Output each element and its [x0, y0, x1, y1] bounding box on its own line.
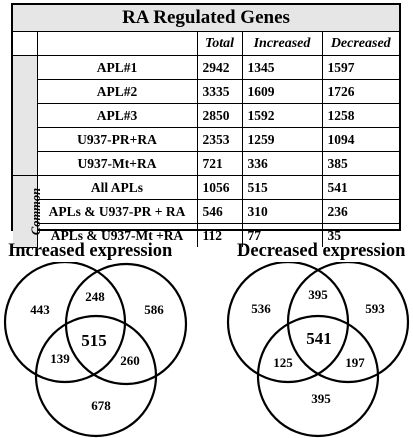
- cell-total: 112: [196, 223, 243, 247]
- cell-total: 3335: [196, 79, 243, 104]
- cell-total: 2353: [196, 127, 243, 152]
- row-label: APL#2: [37, 79, 198, 104]
- common-group-cell: Common: [13, 175, 43, 248]
- cell-total: 1056: [196, 175, 243, 200]
- cell-increased: 336: [241, 151, 323, 176]
- cell-decreased: 35: [321, 223, 399, 247]
- venn-top-overlap: 395: [308, 287, 328, 302]
- cell-decreased: 236: [321, 199, 399, 224]
- cell-increased: 1609: [241, 79, 323, 104]
- table-row: APLs & U937-PR + RA 546 310 236: [13, 199, 399, 224]
- table-row: APL#2 3335 1609 1726: [13, 79, 399, 104]
- header-corner: [13, 32, 38, 56]
- cell-decreased: 1597: [321, 55, 399, 80]
- venn-increased-diagram: 443 248 586 515 139 260 678: [3, 262, 188, 438]
- row-label: U937-PR+RA: [37, 127, 198, 152]
- table-row: U937-PR+RA 2353 1259 1094: [13, 127, 399, 152]
- cell-increased: 1592: [241, 103, 323, 128]
- genes-table-grid: Total Increased Decreased APL#1 2942 134…: [13, 32, 399, 248]
- cell-increased: 310: [241, 199, 323, 224]
- row-label: APL#1: [36, 55, 198, 80]
- cell-increased: 77: [241, 223, 323, 247]
- venn-top-overlap: 248: [85, 289, 105, 304]
- header-decreased: Decreased: [321, 32, 399, 56]
- cell-increased: 1345: [241, 55, 323, 80]
- venn-left-only: 536: [251, 301, 271, 316]
- row-label: APLs & U937-PR + RA: [37, 199, 198, 224]
- venn-circle-left: [226, 262, 350, 384]
- venn-circle-bottom: [256, 314, 380, 438]
- table-row: APL#3 2850 1592 1258: [13, 103, 399, 128]
- cell-decreased: 1094: [321, 127, 399, 152]
- header-total: Total: [196, 32, 243, 56]
- ra-regulated-genes-table: RA Regulated Genes Total Increased Decre…: [11, 3, 401, 248]
- venn-circle-bottom: [34, 314, 158, 438]
- row-label: APLs & U937-Mt +RA: [37, 223, 198, 247]
- table-title: RA Regulated Genes: [13, 5, 399, 32]
- cell-increased: 515: [241, 175, 323, 200]
- venn-left-only: 443: [30, 302, 50, 317]
- table-row: APLs & U937-Mt +RA 112 77 35: [13, 223, 399, 247]
- row-label: APL#3: [37, 103, 198, 128]
- common-group-label: Common: [29, 188, 44, 236]
- venn-bottom-only: 395: [311, 391, 331, 406]
- cell-decreased: 1258: [321, 103, 399, 128]
- side-blank: [13, 55, 38, 176]
- row-label: All APLs: [36, 175, 198, 200]
- venn-center: 541: [306, 329, 332, 348]
- venn-bottom-right-overlap: 197: [345, 355, 365, 370]
- cell-decreased: 541: [321, 175, 399, 200]
- venn-bottom-left-overlap: 139: [50, 351, 70, 366]
- header-blank: [36, 32, 198, 56]
- venn-center: 515: [81, 331, 107, 350]
- cell-total: 546: [196, 199, 243, 224]
- venn-circle-right: [286, 262, 410, 384]
- cell-increased: 1259: [241, 127, 323, 152]
- table-row: APL#1 2942 1345 1597: [13, 55, 399, 176]
- cell-total: 2850: [196, 103, 243, 128]
- cell-decreased: 385: [321, 151, 399, 176]
- venn-decreased-title: Decreased expression: [237, 241, 406, 261]
- venn-bottom-left-overlap: 125: [273, 355, 293, 370]
- header-increased: Increased: [241, 32, 323, 56]
- table-header-row: Total Increased Decreased: [13, 32, 399, 56]
- venn-circle-left: [3, 262, 127, 384]
- cell-decreased: 1726: [321, 79, 399, 104]
- venn-right-only: 593: [365, 301, 385, 316]
- table-row: U937-Mt+RA 721 336 385: [13, 151, 399, 176]
- row-label: U937-Mt+RA: [37, 151, 198, 176]
- venn-bottom-only: 678: [91, 398, 111, 413]
- cell-total: 721: [196, 151, 243, 176]
- cell-total: 2942: [196, 55, 243, 80]
- table-row: Common All APLs 1056 515 541: [13, 175, 399, 248]
- venn-right-only: 586: [144, 302, 164, 317]
- venn-bottom-right-overlap: 260: [120, 353, 140, 368]
- venn-decreased-diagram: 536 395 593 541 125 197 395: [226, 262, 410, 438]
- venn-increased-title: Increased expression: [8, 241, 173, 261]
